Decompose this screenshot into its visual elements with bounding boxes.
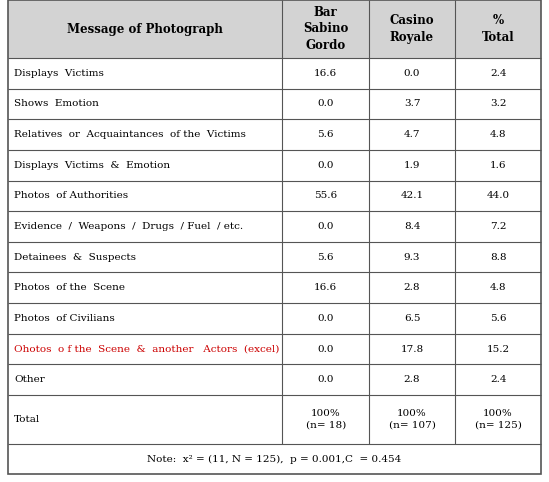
Text: Casino
Royale: Casino Royale	[390, 14, 434, 44]
Bar	[8, 150, 541, 181]
Text: %
Total: % Total	[482, 14, 514, 44]
Text: 0.0: 0.0	[317, 99, 334, 108]
Text: 8.4: 8.4	[404, 222, 421, 231]
Text: Other: Other	[14, 375, 45, 384]
Text: 0.0: 0.0	[404, 69, 421, 78]
Bar	[8, 272, 541, 303]
Bar	[8, 58, 541, 89]
Text: 2.4: 2.4	[490, 69, 506, 78]
Text: 5.6: 5.6	[490, 314, 506, 323]
Text: 100%
(n= 107): 100% (n= 107)	[389, 409, 435, 429]
Text: 100%
(n= 18): 100% (n= 18)	[306, 409, 346, 429]
Text: 2.4: 2.4	[490, 375, 506, 384]
Text: Evidence  /  Weapons  /  Drugs  / Fuel  / etc.: Evidence / Weapons / Drugs / Fuel / etc.	[14, 222, 243, 231]
Text: Relatives  or  Acquaintances  of the  Victims: Relatives or Acquaintances of the Victim…	[14, 130, 246, 139]
Text: 9.3: 9.3	[404, 253, 421, 262]
Text: 1.6: 1.6	[490, 161, 506, 170]
Text: 1.9: 1.9	[404, 161, 421, 170]
Bar	[8, 211, 541, 242]
Bar	[8, 364, 541, 395]
Text: 6.5: 6.5	[404, 314, 421, 323]
Bar	[8, 334, 541, 364]
Text: Displays  Victims  &  Emotion: Displays Victims & Emotion	[14, 161, 170, 170]
Text: Shows  Emotion: Shows Emotion	[14, 99, 99, 108]
Text: 3.7: 3.7	[404, 99, 421, 108]
Text: 44.0: 44.0	[486, 191, 509, 201]
Text: 0.0: 0.0	[317, 222, 334, 231]
Bar	[8, 395, 541, 444]
Text: 3.2: 3.2	[490, 99, 506, 108]
Text: 15.2: 15.2	[486, 345, 509, 353]
Text: 7.2: 7.2	[490, 222, 506, 231]
Text: Photos  of Authorities: Photos of Authorities	[14, 191, 128, 201]
Text: 17.8: 17.8	[400, 345, 424, 353]
Text: 4.8: 4.8	[490, 283, 506, 292]
Text: Displays  Victims: Displays Victims	[14, 69, 104, 78]
Text: 4.8: 4.8	[490, 130, 506, 139]
Text: Bar
Sabino
Gordo: Bar Sabino Gordo	[303, 6, 349, 52]
Text: 16.6: 16.6	[314, 283, 337, 292]
Bar	[8, 181, 541, 211]
Text: Note:  x² = (11, N = 125),  p = 0.001,C  = 0.454: Note: x² = (11, N = 125), p = 0.001,C = …	[147, 455, 402, 464]
Text: Message of Photograph: Message of Photograph	[68, 23, 223, 36]
Text: 5.6: 5.6	[317, 130, 334, 139]
Bar	[8, 444, 541, 474]
Text: 0.0: 0.0	[317, 161, 334, 170]
Bar	[8, 89, 541, 119]
Bar	[8, 303, 541, 334]
Text: 5.6: 5.6	[317, 253, 334, 262]
Text: Photos  of the  Scene: Photos of the Scene	[14, 283, 125, 292]
Bar	[8, 119, 541, 150]
Text: 100%
(n= 125): 100% (n= 125)	[475, 409, 522, 429]
Text: 0.0: 0.0	[317, 345, 334, 353]
Text: 4.7: 4.7	[404, 130, 421, 139]
Text: Detainees  &  Suspects: Detainees & Suspects	[14, 253, 136, 262]
Text: 42.1: 42.1	[400, 191, 424, 201]
Text: 16.6: 16.6	[314, 69, 337, 78]
Text: 2.8: 2.8	[404, 375, 421, 384]
Text: Ohotos  o f the  Scene  &  another   Actors  (excel): Ohotos o f the Scene & another Actors (e…	[14, 345, 279, 353]
Text: 55.6: 55.6	[314, 191, 337, 201]
Bar	[8, 242, 541, 272]
Bar	[8, 0, 541, 58]
Text: 0.0: 0.0	[317, 375, 334, 384]
Text: Total: Total	[14, 415, 40, 424]
Text: 2.8: 2.8	[404, 283, 421, 292]
Text: 0.0: 0.0	[317, 314, 334, 323]
Text: 8.8: 8.8	[490, 253, 506, 262]
Text: Photos  of Civilians: Photos of Civilians	[14, 314, 115, 323]
